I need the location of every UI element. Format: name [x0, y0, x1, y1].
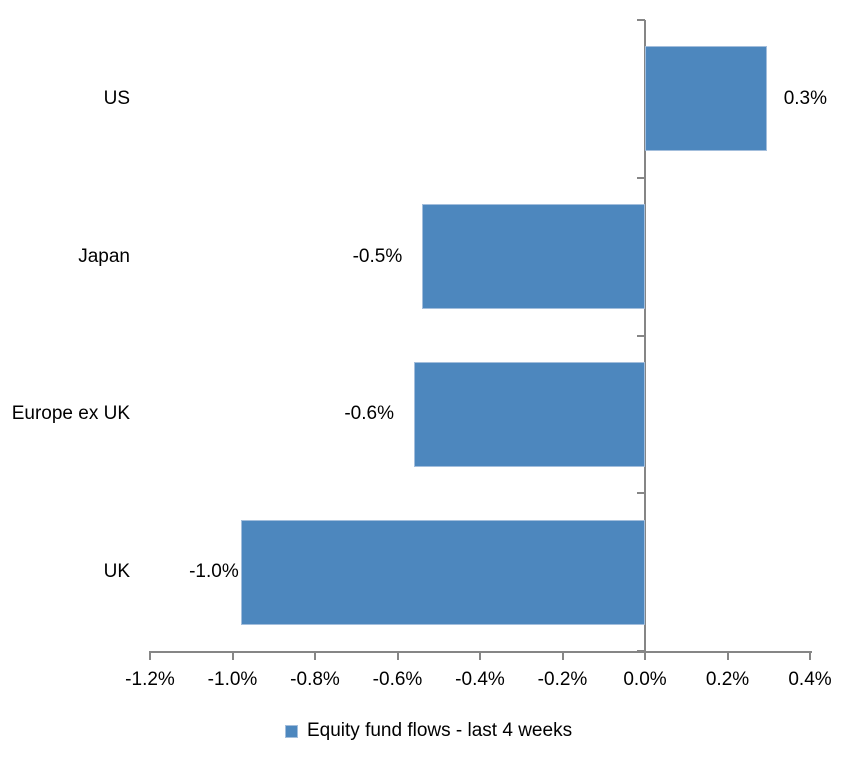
x-axis-tick	[231, 651, 234, 660]
x-axis-tick	[149, 651, 151, 660]
value-axis-tick	[637, 650, 645, 652]
data-label-uk: -1.0%	[189, 561, 239, 583]
legend-label: Equity fund flows - last 4 weeks	[307, 720, 573, 741]
bar-uk	[240, 519, 645, 625]
x-tick-label: -1.2%	[125, 669, 175, 690]
legend: Equity fund flows - last 4 weeks	[285, 719, 572, 743]
x-tick-label: -1.0%	[207, 669, 258, 690]
x-tick-label: -0.2%	[537, 669, 588, 690]
x-axis-tick	[396, 651, 399, 660]
data-label-japan: -0.5%	[352, 245, 403, 267]
category-label-japan: Japan	[78, 245, 130, 267]
data-label-us: 0.3%	[783, 87, 827, 109]
x-axis-tick	[809, 651, 811, 660]
x-axis-tick	[479, 651, 481, 660]
x-axis-tick	[561, 651, 564, 660]
x-tick-label: 0.0%	[623, 669, 667, 690]
bar-japan	[422, 204, 645, 310]
x-tick-label: -0.6%	[372, 669, 423, 690]
x-axis-tick	[726, 651, 729, 660]
bar-europe-ex-uk	[414, 361, 645, 467]
x-tick-label: 0.2%	[705, 669, 750, 690]
x-tick-label: -0.4%	[455, 669, 505, 690]
value-axis-tick	[637, 334, 645, 337]
bar-us	[645, 46, 767, 152]
value-axis-tick	[637, 492, 645, 495]
category-label-europe-ex-uk: Europe ex UK	[11, 403, 130, 425]
category-label-uk: UK	[103, 561, 130, 583]
x-axis-tick	[644, 651, 646, 660]
x-tick-label: 0.4%	[788, 669, 832, 690]
category-axis-line	[150, 651, 812, 653]
value-axis-line	[644, 20, 646, 653]
x-axis-tick	[314, 651, 316, 660]
value-axis-tick	[637, 19, 645, 21]
legend-swatch-icon	[285, 724, 298, 738]
value-axis-tick	[637, 176, 645, 179]
data-label-europe-ex-uk: -0.6%	[344, 403, 394, 425]
category-label-us: US	[103, 87, 130, 109]
x-tick-label: -0.8%	[290, 669, 340, 690]
